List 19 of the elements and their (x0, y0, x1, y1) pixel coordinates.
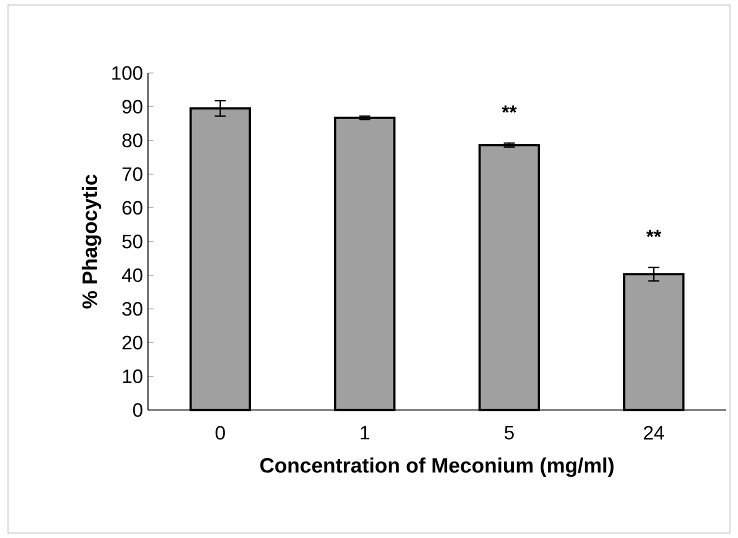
y-tick-label: 30 (122, 302, 142, 316)
y-tick-label: 80 (122, 134, 142, 148)
y-tick-label: 20 (122, 336, 142, 350)
annotation: ** (646, 230, 662, 238)
y-tick-label: 50 (122, 234, 142, 248)
annotation: ** (502, 106, 517, 113)
x-axis-title: Concentration of Meconium (mg/ml) (260, 457, 614, 477)
y-tick-label: 10 (123, 369, 142, 384)
y-tick-label: 60 (122, 200, 142, 215)
y-axis-title: % Phagocytic (82, 174, 102, 308)
x-tick-label: 0 (216, 426, 225, 440)
y-tick-label: 40 (122, 268, 142, 282)
y-tick-label: 0 (133, 403, 142, 417)
y-tick-label: 90 (122, 100, 142, 114)
y-tick-label: 70 (122, 167, 142, 181)
x-tick-label: 24 (644, 426, 664, 440)
x-tick-label: 1 (360, 426, 370, 440)
y-tick-label: 100 (112, 66, 142, 80)
x-tick-label: 5 (504, 426, 514, 440)
